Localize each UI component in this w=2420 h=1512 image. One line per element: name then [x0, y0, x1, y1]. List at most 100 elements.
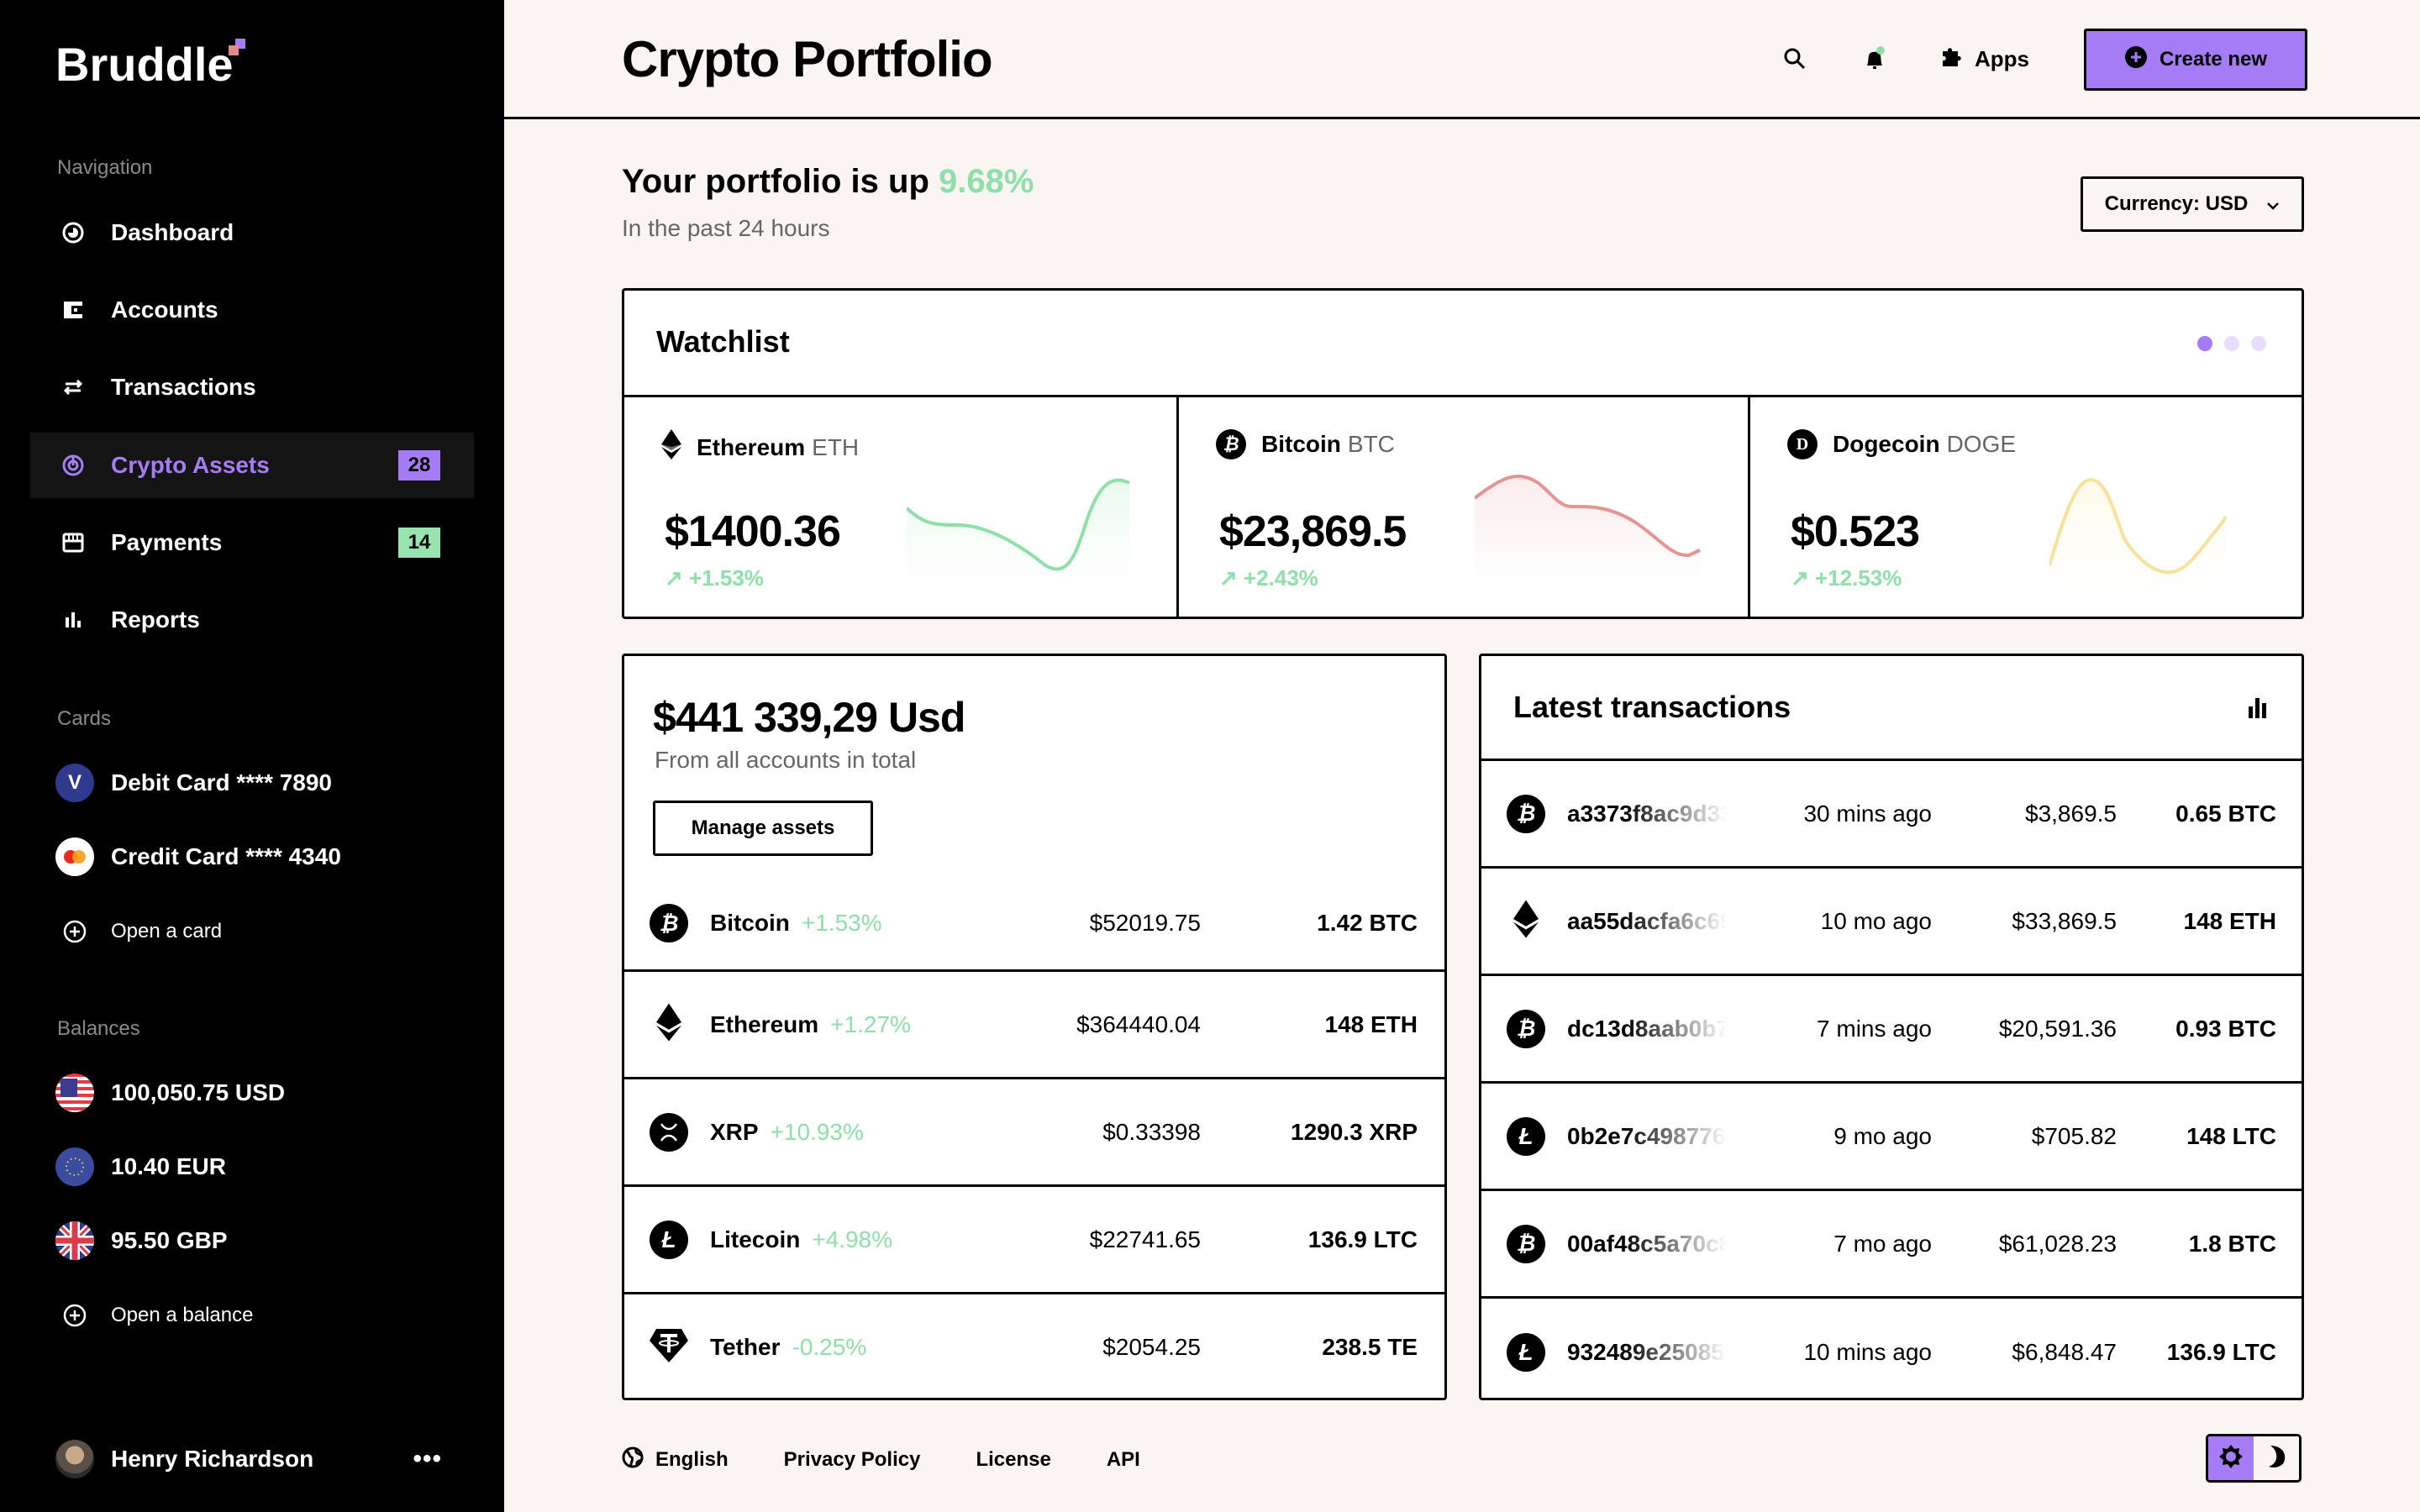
asset-row[interactable]: Tether -0.25% $2054.25 238.5 TE	[624, 1292, 1444, 1398]
top-header: Crypto Portfolio Apps Create new	[504, 0, 2420, 119]
light-mode-button[interactable]	[2208, 1436, 2254, 1480]
asset-value: $364440.04	[1076, 1011, 1201, 1037]
asset-row[interactable]: XRP +10.93% $0.33398 1290.3 XRP	[624, 1077, 1444, 1184]
sparkline-chart	[907, 478, 1130, 582]
asset-row[interactable]: Ł Litecoin +4.98% $22741.65 136.9 LTC	[624, 1184, 1444, 1292]
theme-toggle[interactable]	[2206, 1434, 2302, 1483]
transaction-hash: aa55dacfa6c69	[1567, 907, 1727, 934]
search-icon[interactable]	[1781, 45, 1810, 74]
nav-section-label: Navigation	[57, 156, 153, 179]
transaction-usd: $6,848.47	[2012, 1339, 2117, 1365]
card-item-debit[interactable]: V Debit Card **** 7890	[55, 762, 332, 804]
sidebar-item-reports[interactable]: Reports	[30, 587, 474, 653]
visa-icon: V	[55, 764, 94, 802]
asset-row[interactable]: ₿ Bitcoin +1.53% $52019.75 1.42 BTC	[624, 869, 1444, 977]
asset-name: Bitcoin	[710, 910, 790, 936]
carousel-dots[interactable]	[2197, 336, 2266, 351]
brand-logo[interactable]: Bruddle	[55, 38, 234, 91]
ethereum-icon	[661, 429, 681, 465]
coin-price: $1400.36	[665, 507, 841, 556]
language-label: English	[655, 1448, 729, 1471]
portfolio-total-subtitle: From all accounts in total	[655, 747, 917, 773]
sidebar-item-transactions[interactable]: Transactions	[30, 354, 474, 420]
sparkline-chart	[1475, 475, 1701, 582]
ethereum-icon	[656, 1003, 681, 1046]
create-new-button[interactable]: Create new	[2084, 29, 2307, 91]
count-badge: 14	[398, 528, 440, 558]
watchlist-item-bitcoin[interactable]: ₿ Bitcoin BTC $23,869.5 ↗ +2.43%	[1179, 397, 1750, 617]
transaction-row[interactable]: Ł 932489e25085 10 mins ago $6,848.47 136…	[1481, 1299, 2302, 1398]
sidebar-item-accounts[interactable]: Accounts	[30, 277, 474, 343]
transactions-title: Latest transactions	[1513, 690, 1791, 724]
sidebar-item-crypto-assets[interactable]: Crypto Assets 28	[30, 433, 474, 498]
transaction-time: 30 mins ago	[1803, 800, 1932, 827]
transaction-time: 10 mins ago	[1803, 1339, 1932, 1365]
balance-item-gbp[interactable]: 95.50 GBP	[55, 1220, 228, 1262]
avatar	[55, 1440, 94, 1478]
coin-change: ↗ +2.43%	[1219, 565, 1318, 591]
balance-label: 10.40 EUR	[111, 1153, 226, 1179]
coin-change: ↗ +12.53%	[1791, 565, 1902, 591]
transaction-row[interactable]: ₿ 00af48c5a70c8 7 mo ago $61,028.23 1.8 …	[1481, 1191, 2302, 1299]
mastercard-icon	[55, 837, 94, 876]
balance-label: 100,050.75 USD	[111, 1079, 286, 1105]
transaction-usd: $33,869.5	[2012, 907, 2117, 934]
transaction-row[interactable]: Ł 0b2e7c498776 9 mo ago $705.82 148 LTC	[1481, 1084, 2302, 1191]
sidebar-item-payments[interactable]: Payments 14	[30, 510, 474, 575]
litecoin-icon: Ł	[1507, 1333, 1545, 1372]
watchlist-item-dogecoin[interactable]: D Dogecoin DOGE $0.523 ↗ +12.53%	[1750, 397, 2302, 617]
asset-amount: 1.42 BTC	[1317, 910, 1418, 936]
carousel-dot[interactable]	[2251, 336, 2266, 351]
open-balance-label: Open a balance	[111, 1304, 254, 1326]
license-link[interactable]: License	[976, 1448, 1051, 1471]
manage-assets-button[interactable]: Manage assets	[653, 801, 873, 856]
asset-amount: 148 ETH	[1324, 1011, 1418, 1037]
asset-value: $22741.65	[1089, 1226, 1201, 1252]
sidebar-item-dashboard[interactable]: Dashboard	[30, 200, 474, 265]
litecoin-icon: Ł	[1507, 1116, 1545, 1156]
api-link[interactable]: API	[1106, 1448, 1140, 1471]
balance-item-eur[interactable]: 10.40 EUR	[55, 1146, 226, 1188]
transaction-hash: dc13d8aab0b7	[1567, 1015, 1727, 1042]
watchlist-card: Watchlist Ethereum ETH $1400.36 ↗ +1.53%	[622, 288, 2304, 619]
transaction-amount: 148 LTC	[2186, 1122, 2276, 1149]
bitcoin-icon: ₿	[1216, 429, 1246, 459]
eu-flag-icon	[55, 1147, 94, 1186]
user-profile[interactable]: Henry Richardson •••	[55, 1438, 442, 1480]
transaction-hash: 00af48c5a70c8	[1567, 1230, 1727, 1257]
apps-button[interactable]: Apps	[1929, 44, 2029, 75]
watchlist-item-ethereum[interactable]: Ethereum ETH $1400.36 ↗ +1.53%	[624, 397, 1179, 617]
currency-label: Currency: USD	[2104, 192, 2249, 215]
notification-bell-icon[interactable]	[1860, 45, 1889, 74]
transaction-row[interactable]: aa55dacfa6c69 10 mo ago $33,869.5 148 ET…	[1481, 869, 2302, 976]
coin-price: $23,869.5	[1219, 507, 1407, 556]
balance-item-usd[interactable]: 100,050.75 USD	[55, 1072, 285, 1114]
open-card-button[interactable]: Open a card	[55, 911, 222, 953]
card-item-credit[interactable]: Credit Card **** 4340	[55, 836, 341, 878]
dark-mode-button[interactable]	[2254, 1436, 2299, 1480]
more-options-icon[interactable]: •••	[413, 1445, 442, 1473]
transaction-amount: 1.8 BTC	[2188, 1230, 2276, 1257]
asset-change: +4.98%	[812, 1226, 893, 1252]
carousel-dot[interactable]	[2224, 336, 2239, 351]
globe-icon	[622, 1446, 644, 1474]
crypto-icon	[60, 453, 86, 478]
cards-section-label: Cards	[57, 707, 112, 730]
transaction-hash: 0b2e7c498776	[1567, 1122, 1726, 1149]
asset-amount: 238.5 TE	[1322, 1333, 1418, 1360]
language-selector[interactable]: English	[622, 1446, 729, 1474]
currency-select[interactable]: Currency: USD	[2081, 176, 2304, 232]
asset-value: $2054.25	[1102, 1333, 1201, 1360]
asset-row[interactable]: Ethereum +1.27% $364440.04 148 ETH	[624, 969, 1444, 1077]
coin-change: ↗ +1.53%	[665, 565, 764, 591]
transaction-time: 7 mo ago	[1833, 1230, 1932, 1257]
performance-subtitle: In the past 24 hours	[622, 215, 830, 241]
transaction-row[interactable]: ₿ a3373f8ac9d33 30 mins ago $3,869.5 0.6…	[1481, 761, 2302, 869]
bar-chart-icon[interactable]	[2248, 696, 2268, 722]
portfolio-performance-title: Your portfolio is up 9.68%	[622, 163, 1034, 201]
user-name: Henry Richardson	[111, 1446, 314, 1472]
transaction-row[interactable]: ₿ dc13d8aab0b7 7 mins ago $20,591.36 0.9…	[1481, 976, 2302, 1084]
open-balance-button[interactable]: Open a balance	[55, 1294, 253, 1336]
privacy-policy-link[interactable]: Privacy Policy	[783, 1448, 921, 1471]
carousel-dot[interactable]	[2197, 336, 2212, 351]
